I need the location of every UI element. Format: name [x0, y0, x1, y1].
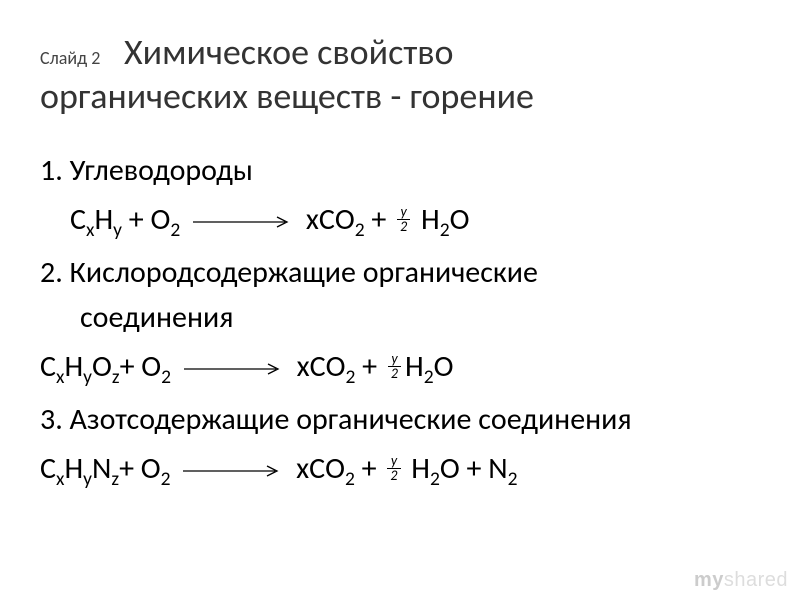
arrow-icon: [193, 215, 293, 229]
frac-den: 2: [387, 469, 400, 483]
watermark-bold: my: [694, 569, 724, 591]
equation-1: СxНy + О2 xСО2 + y2 Н2О: [70, 197, 760, 242]
item-3-heading: 3. Азотсодержащие органические соединени…: [40, 397, 760, 442]
eq3-sub-o2: 2: [161, 467, 171, 491]
frac-den: 2: [388, 367, 401, 381]
item-2-heading-line1: 2. Кислородсодержащие органические: [40, 250, 760, 295]
eq2-oz: О: [92, 348, 112, 385]
eq3-h: Н: [64, 450, 83, 487]
eq3-sub-z: z: [111, 467, 119, 491]
eq1-h2: Н: [414, 201, 439, 238]
slide-number-label: Слайд 2: [40, 47, 100, 69]
eq1-h: Н: [94, 201, 113, 238]
eq2-sub-y: y: [83, 365, 92, 389]
fraction-y-over-2: y2: [397, 205, 410, 234]
eq2-sub-h2: 2: [424, 365, 434, 389]
eq3-xco: xСО: [296, 450, 345, 487]
title-line-2: органических веществ - горение: [40, 74, 760, 118]
item-1-title: Углеводороды: [70, 152, 253, 189]
eq1-xco: xСО: [306, 201, 355, 238]
arrow-icon: [183, 464, 283, 478]
eq2-plus-o: + О: [120, 348, 162, 385]
item-2-heading-line2: соединения: [80, 295, 760, 340]
eq1-o: О: [450, 201, 470, 238]
eq2-sub-co2: 2: [346, 365, 356, 389]
eq1-plus2: +: [365, 201, 394, 238]
eq3-sub-y: y: [83, 467, 92, 491]
item-1-heading: 1. Углеводороды: [40, 148, 760, 193]
title-line-1: Химическое свойство: [124, 30, 453, 74]
item-1-number: 1.: [40, 152, 63, 189]
slide-title-block: Слайд 2 Химическое свойство органических…: [40, 30, 760, 118]
equation-2: СxНyОz+ О2 xСО2 + y2Н2О: [40, 344, 760, 389]
equation-3: СxНyNz+ О2 xСО2 + y2 Н2О + N2: [40, 446, 760, 491]
eq1-plus-o: + О: [122, 201, 170, 238]
eq1-sub-y: y: [113, 218, 122, 242]
eq1-c: С: [70, 201, 86, 238]
eq3-plus-o: + О: [119, 450, 161, 487]
eq3-c: С: [40, 450, 56, 487]
slide-content: 1. Углеводороды СxНy + О2 xСО2 + y2 Н2О …: [40, 148, 760, 491]
eq2-o: О: [434, 348, 454, 385]
eq3-plus2: +: [355, 450, 384, 487]
eq3-h2: Н: [405, 450, 430, 487]
watermark-rest: shared: [724, 569, 788, 591]
eq1-sub-h2: 2: [440, 218, 450, 242]
eq1-sub-o2: 2: [170, 218, 180, 242]
eq3-nz: N: [92, 450, 111, 487]
eq3-sub-n2: 2: [508, 467, 518, 491]
fraction-y-over-2: y2: [387, 454, 400, 483]
eq1-sub-co2: 2: [355, 218, 365, 242]
frac-den: 2: [397, 220, 410, 234]
eq2-c: С: [40, 348, 56, 385]
eq2-sub-z: z: [112, 365, 120, 389]
eq2-plus2: +: [355, 348, 384, 385]
eq2-xco: xСО: [297, 348, 346, 385]
eq3-sub-h2: 2: [430, 467, 440, 491]
arrow-icon: [184, 362, 284, 376]
watermark: myshared: [694, 569, 788, 592]
eq2-h: Н: [64, 348, 83, 385]
eq2-h2: Н: [405, 348, 424, 385]
eq3-o-n: О + N: [440, 450, 508, 487]
eq2-sub-o2: 2: [161, 365, 171, 389]
eq3-sub-co2: 2: [345, 467, 355, 491]
fraction-y-over-2: y2: [388, 352, 401, 381]
